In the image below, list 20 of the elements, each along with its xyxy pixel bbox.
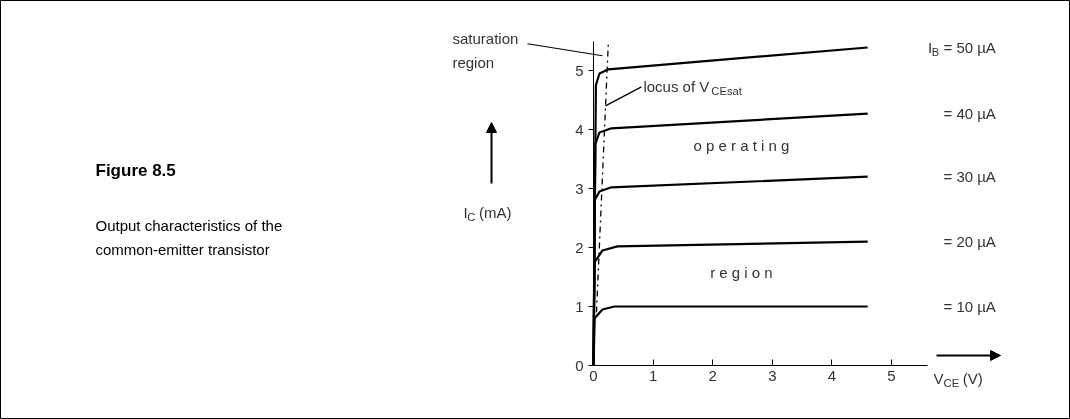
text: Output characteristics of the common-emitter transistor [95, 217, 283, 258]
annotation: saturation region [452, 30, 519, 72]
x-tick-label: 2 [708, 366, 717, 384]
text: = 40 µA [943, 105, 996, 123]
annotation: r e g i o n [710, 264, 773, 281]
x-tick-label: 1 [648, 366, 658, 384]
x-tick-label: 0 [589, 366, 598, 384]
x-tick-label: 5 [887, 366, 896, 384]
y-tick-label: 3 [575, 179, 584, 197]
text: Figure 8.5 [95, 161, 176, 180]
y-tick-label: 2 [575, 238, 584, 256]
y-tick-label: 4 [575, 120, 584, 138]
text: = 10 µA [943, 298, 996, 315]
annotation: o p e r a t i n g [693, 137, 790, 154]
text: = 30 µA [943, 168, 996, 186]
text: = 20 µA [943, 233, 996, 251]
y-tick-label: 1 [575, 297, 584, 315]
x-tick-label: 3 [768, 366, 777, 384]
x-tick-label: 4 [827, 366, 837, 384]
y-tick-label: 5 [575, 61, 584, 79]
